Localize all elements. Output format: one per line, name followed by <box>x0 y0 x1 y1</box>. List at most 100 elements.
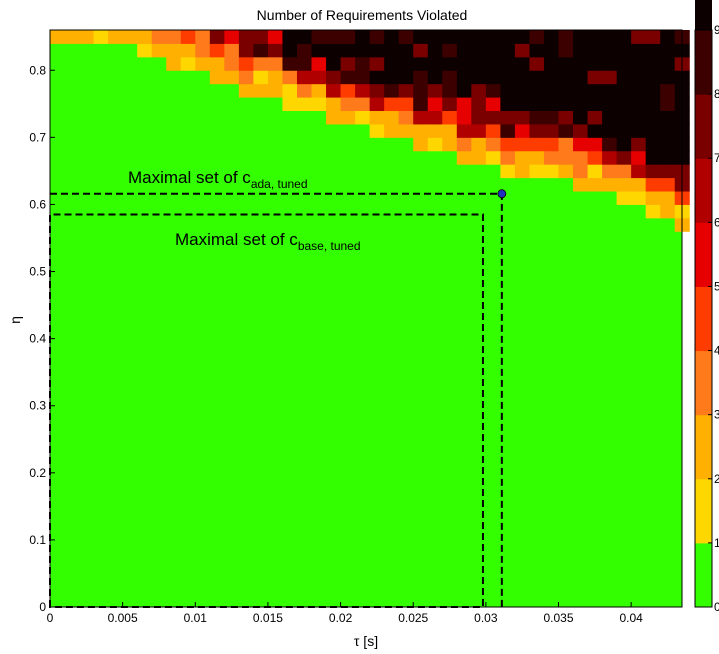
heatmap-cell <box>558 83 574 98</box>
heatmap-cell <box>602 164 618 179</box>
heatmap-cell <box>573 83 589 98</box>
heatmap-cell <box>558 123 574 138</box>
heatmap-cell <box>558 110 574 125</box>
x-tick-label: 0.03 <box>474 611 498 625</box>
heatmap-cell <box>631 177 647 192</box>
heatmap-cell <box>660 150 676 165</box>
heatmap-cell <box>616 83 632 98</box>
heatmap-cell <box>660 70 676 85</box>
heatmap-cell <box>587 110 603 125</box>
heatmap-cell <box>529 137 545 152</box>
heatmap-cell <box>326 70 342 85</box>
heatmap-cell <box>427 123 443 138</box>
y-tick-label: 0.7 <box>29 130 46 144</box>
heatmap-cell <box>340 30 356 44</box>
heatmap-cell <box>558 150 574 165</box>
heatmap-cell <box>645 83 661 98</box>
heatmap-cell <box>50 30 66 44</box>
heatmap-cell <box>485 30 501 44</box>
heatmap-cell <box>587 56 603 71</box>
x-tick-label: 0.025 <box>398 611 428 625</box>
heatmap-cell <box>224 30 240 44</box>
heatmap-cell <box>253 70 269 85</box>
heatmap-cell <box>427 43 443 58</box>
colorbar: 0 1 2 3 4 5 6 7 8 9 <box>694 0 719 614</box>
heatmap-cell <box>631 123 647 138</box>
heatmap-cell <box>514 164 530 179</box>
colorbar-tick-label: 0 <box>714 600 719 614</box>
heatmap-cell <box>645 164 661 179</box>
heatmap-cell <box>500 123 516 138</box>
heatmap-cell <box>514 70 530 85</box>
heatmap-cell <box>369 70 385 85</box>
heatmap-cell <box>543 97 560 112</box>
heatmap-cell <box>587 97 603 112</box>
heatmap-cell <box>587 30 603 44</box>
heatmap-cell <box>296 56 313 71</box>
base-tuned-boundary <box>49 213 484 608</box>
heatmap-cell <box>616 70 632 85</box>
heatmap-cell <box>296 30 313 44</box>
heatmap-cell <box>180 43 196 58</box>
heatmap-cell <box>631 191 647 205</box>
heatmap-cell <box>398 56 414 71</box>
heatmap-cell <box>529 43 545 58</box>
heatmap-cell <box>514 43 530 58</box>
axes: 0 0.005 0.01 0.015 0.02 0.025 0.03 0.035 0.04 0 0.… <box>29 29 683 625</box>
heatmap-cell <box>602 97 618 112</box>
heatmap-cell <box>529 164 545 179</box>
colorbar-segment <box>695 478 712 544</box>
heatmap-cell <box>587 123 603 138</box>
heatmap-cell <box>485 137 501 152</box>
heatmap-cell <box>573 97 589 112</box>
heatmap-cell <box>326 97 342 112</box>
heatmap-cell <box>645 137 661 152</box>
heatmap-cell <box>573 177 589 192</box>
heatmap-cell <box>340 56 356 71</box>
heatmap-cell <box>573 30 589 44</box>
heatmap-cell <box>442 56 458 71</box>
heatmap-cell <box>311 56 327 71</box>
heatmap-cell <box>456 110 472 125</box>
heatmap-cell <box>543 43 560 58</box>
heatmap-cell <box>587 70 603 85</box>
heatmap-cell <box>645 150 661 165</box>
heatmap-cell <box>500 110 516 125</box>
heatmap-cell <box>413 110 429 125</box>
heatmap-cell <box>471 70 487 85</box>
colorbar-tick-label: 7 <box>714 151 719 165</box>
colorbar-segment <box>695 30 712 95</box>
heatmap-cell <box>442 123 458 138</box>
heatmap-cell <box>514 110 530 125</box>
heatmap-cell <box>253 83 269 98</box>
heatmap-cell <box>602 150 618 165</box>
heatmap-cell <box>514 56 530 71</box>
heatmap-cell <box>442 137 458 152</box>
heatmap-cell <box>384 43 400 58</box>
heatmap-cell <box>340 97 356 112</box>
heatmap-cell <box>398 83 414 98</box>
heatmap-cell <box>267 43 283 58</box>
heatmap-cell <box>137 43 153 58</box>
heatmap-cell <box>631 43 647 58</box>
heatmap-cell <box>558 70 574 85</box>
heatmap-cell <box>282 97 298 112</box>
heatmap-cell <box>398 43 414 58</box>
heatmap-cell <box>529 56 545 71</box>
heatmap-cell <box>224 43 240 58</box>
heatmap-cell <box>282 83 298 98</box>
heatmap-cell <box>500 83 516 98</box>
y-axis-label: η <box>7 316 23 324</box>
heatmap-cell <box>122 30 138 44</box>
heatmap-cell <box>645 191 661 205</box>
heatmap-cell <box>108 30 124 44</box>
heatmap-cell <box>485 110 501 125</box>
heatmap-cell <box>543 137 560 152</box>
heatmap-cell <box>514 30 530 44</box>
heatmap-cell <box>267 30 283 44</box>
heatmap-cell <box>660 177 676 192</box>
heatmap-cell <box>238 56 254 71</box>
heatmap-cell <box>282 43 298 58</box>
heatmap-cell <box>602 56 618 71</box>
heatmap-cell <box>326 110 342 125</box>
